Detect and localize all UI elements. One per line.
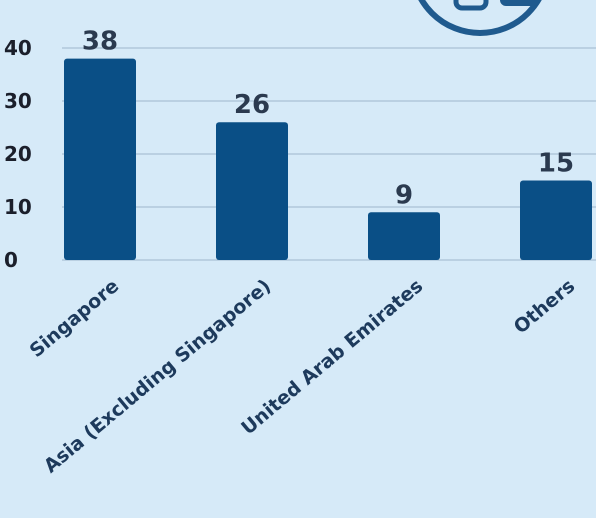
data-labels: 38 26 9 15 — [82, 27, 574, 211]
y-tick-label: 10 — [4, 195, 32, 219]
y-tick-label: 30 — [4, 89, 32, 113]
bar — [64, 58, 136, 260]
bars — [64, 58, 592, 260]
x-tick-label: Others — [510, 275, 580, 338]
partial-circle-logo-icon — [418, 0, 542, 36]
data-label: 9 — [395, 180, 413, 210]
bar — [520, 180, 592, 260]
data-label: 38 — [82, 27, 118, 57]
y-tick-label: 40 — [4, 36, 32, 60]
data-label: 26 — [234, 90, 270, 120]
y-axis-ticks: 0 10 20 30 40 — [4, 36, 32, 272]
bar — [216, 122, 288, 260]
y-tick-label: 20 — [4, 142, 32, 166]
data-label: 15 — [538, 149, 574, 179]
y-tick-label: 0 — [4, 248, 18, 272]
grid-lines — [62, 47, 596, 261]
bar — [368, 212, 440, 260]
x-tick-label: Singapore — [26, 275, 124, 362]
